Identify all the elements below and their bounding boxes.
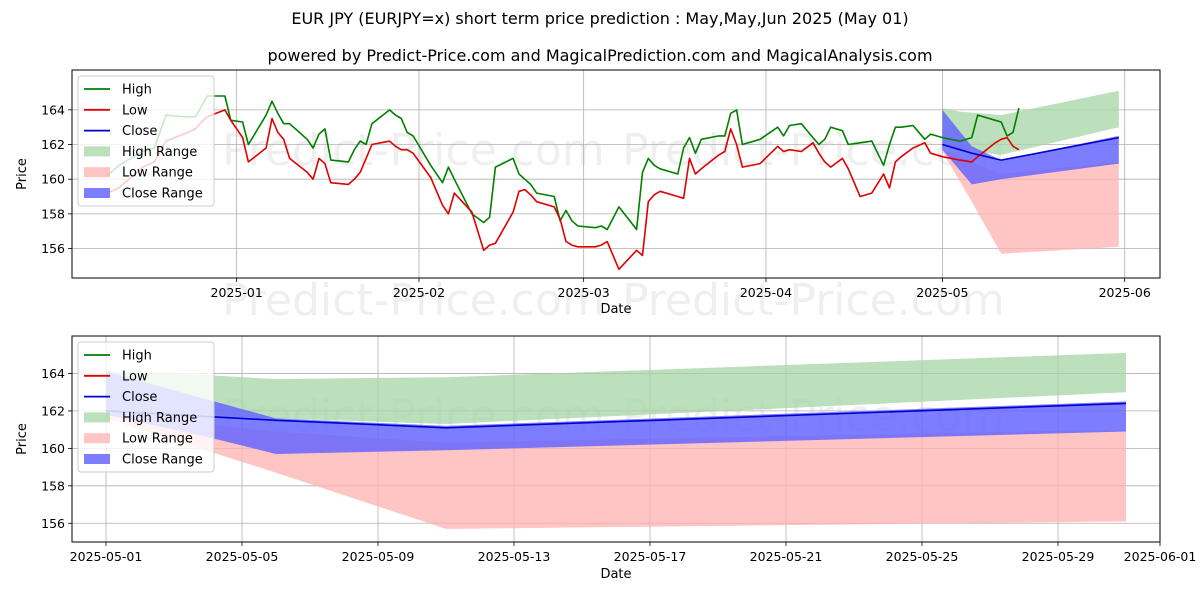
watermark: Predict-Price.com [222,275,605,326]
legend-label: Low Range [122,166,193,181]
legend-label: Low [122,369,148,384]
plot-content [106,90,1119,271]
legend-label: Close Range [122,187,203,202]
band-close-range [942,109,1119,185]
y-axis-label: Price [15,423,30,455]
x-tick-label: 2025-05-21 [750,549,823,564]
x-axis-label: Date [600,302,631,317]
x-tick-label: 2025-01 [211,285,263,300]
plot-panel-1: Predict-Price.com Predict-Price.com Predic… [15,69,1161,326]
legend-label: Low Range [122,432,193,447]
series-close [942,136,1119,161]
x-tick-label: 2025-04 [740,285,792,300]
series-high [106,95,1020,231]
y-tick-label: 158 [41,206,65,221]
x-tick-label: 2025-06 [1099,285,1151,300]
y-tick-label: 160 [41,441,65,456]
band-high-range [942,90,1119,155]
y-tick-label: 164 [41,366,65,381]
chart-subtitle: powered by Predict-Price.com and Magical… [267,46,933,65]
plot-panel-2: Predict-Price.comPredict-Price.com2025-0… [15,335,1197,582]
watermark: Predict-Price.com [622,125,1005,176]
legend-box [77,75,215,207]
plot-frame [71,69,1161,279]
legend-label: High Range [122,411,197,426]
x-tick-label: 2025-06-01 [1124,549,1197,564]
y-tick-label: 158 [41,478,65,493]
watermark: Predict-Price.com [222,125,605,176]
chart-title: EUR JPY (EURJPY=x) short term price pred… [291,9,909,28]
legend-box [77,341,215,473]
legend-swatch-close-range [84,454,110,464]
x-tick-label: 2025-05-13 [478,549,551,564]
y-tick-label: 162 [41,403,65,418]
y-tick-label: 156 [41,516,65,531]
legend-label: Close [122,390,157,405]
x-tick-label: 2025-03 [558,285,610,300]
x-axis-label: Date [600,567,631,582]
band-close-range [106,371,1126,454]
x-tick-label: 2025-05-25 [886,549,959,564]
plot-frame [71,335,1161,543]
x-tick-label: 2025-05 [916,285,968,300]
legend-label: Close Range [122,453,203,468]
series-low [106,109,1020,271]
legend-label: Low [122,103,148,118]
y-tick-label: 162 [41,137,65,152]
legend: High Low Close High Range Low Range Close Ran… [77,75,215,207]
watermark: Predict-Price.com [622,275,1005,326]
x-tick-label: 2025-05-01 [70,549,143,564]
legend-swatch-low-range [84,433,110,444]
x-tick-label: 2025-05-09 [342,549,415,564]
plot-content [105,352,1127,529]
legend-swatch-close-range [84,188,110,198]
legend-label: High [122,83,152,98]
y-tick-label: 160 [41,172,65,187]
x-tick-label: 2025-02 [393,285,445,300]
x-tick-label: 2025-05-17 [614,549,687,564]
y-tick-label: 164 [41,102,65,117]
legend: High Low Close High Range Low Range Close Ran… [77,341,215,473]
legend-label: High Range [122,145,197,160]
legend-swatch-high-range [84,146,110,157]
legend-swatch-low-range [84,167,110,178]
band-high-range [106,352,1126,424]
y-axis-label: Price [15,158,30,190]
x-tick-label: 2025-05-05 [206,549,279,564]
x-tick-label: 2025-05-29 [1022,549,1095,564]
legend-label: Close [122,124,157,139]
legend-swatch-high-range [84,412,110,423]
legend-label: High [122,349,152,364]
y-tick-label: 156 [41,241,65,256]
